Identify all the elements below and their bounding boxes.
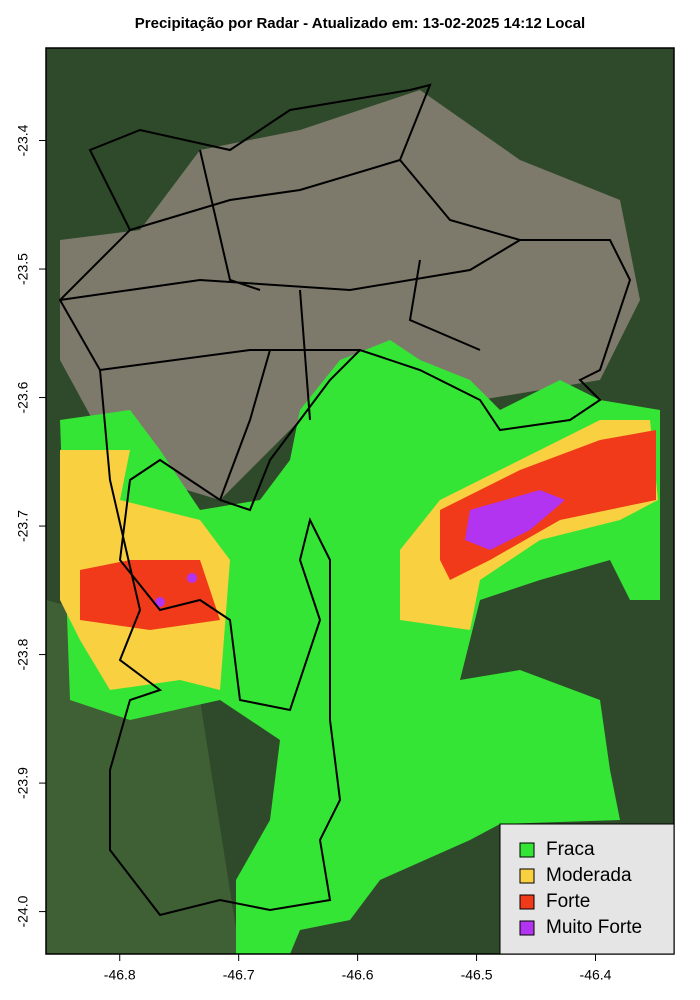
legend-label: Fraca	[546, 839, 595, 860]
x-tick-label: -46.8	[104, 967, 136, 983]
chart-title: Precipitação por Radar - Atualizado em: …	[135, 15, 585, 32]
legend-label: Muito Forte	[546, 917, 642, 938]
x-tick-label: -46.7	[223, 967, 255, 983]
y-tick-label: -23.8	[15, 638, 31, 670]
legend-label: Forte	[546, 891, 590, 912]
rain-field	[60, 340, 660, 954]
y-tick-label: -23.6	[15, 381, 31, 413]
legend-swatch	[519, 920, 535, 936]
legend-label: Moderada	[546, 865, 632, 886]
y-tick-label: -23.7	[15, 510, 31, 542]
x-tick-label: -46.5	[461, 967, 493, 983]
y-tick-label: -23.5	[15, 253, 31, 285]
y-tick-label: -23.9	[15, 767, 31, 799]
legend-swatch	[519, 842, 535, 858]
legend-swatch	[519, 894, 535, 910]
district-boundaries	[58, 83, 632, 917]
x-tick-label: -46.6	[342, 967, 374, 983]
legend-swatch	[519, 868, 535, 884]
x-tick-label: -46.4	[580, 967, 612, 983]
y-tick-label: -24.0	[15, 895, 31, 927]
y-tick-label: -23.4	[15, 124, 31, 156]
plot-frame	[45, 47, 675, 955]
